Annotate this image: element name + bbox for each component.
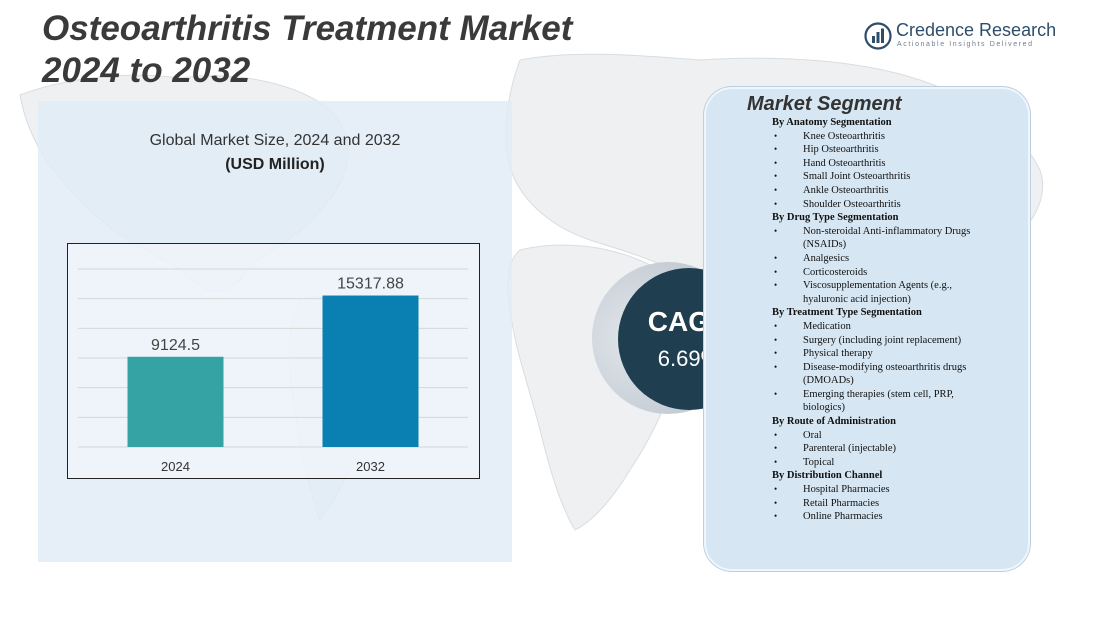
segment-heading: By Route of Administration — [772, 416, 896, 428]
segment-item: Hospital Pharmacies — [772, 483, 994, 497]
market-segment-panel: Market Segment By Anatomy Segmentation Kn… — [704, 87, 1030, 571]
segment-item: Disease-modifying osteoarthritis drugs (… — [772, 361, 994, 388]
bar-value-label: 15317.88 — [337, 276, 404, 293]
segment-item: Medication — [772, 320, 994, 334]
segment-item: Hand Osteoarthritis — [772, 157, 994, 171]
chart-title: Global Market Size, 2024 and 2032 — [149, 132, 401, 149]
segment-item: Retail Pharmacies — [772, 497, 994, 511]
segment-heading: By Drug Type Segmentation — [772, 212, 899, 224]
segment-item: Corticosteroids — [772, 266, 994, 280]
segment-item: Oral — [772, 429, 994, 443]
segment-title: Market Segment — [747, 93, 902, 115]
segment-item: Knee Osteoarthritis — [772, 130, 994, 144]
segment-heading: By Distribution Channel — [772, 470, 883, 482]
title-line-2: 2024 to 2032 — [42, 51, 251, 90]
title-line-1: Osteoarthritis Treatment Market — [42, 9, 573, 48]
x-tick-label: 2024 — [161, 459, 190, 474]
market-size-panel: Global Market Size, 2024 and 2032 (USD M… — [38, 101, 512, 562]
bar-2032 — [322, 295, 419, 447]
bar-chart-frame: 9124.5 2024 15317.88 2032 — [67, 243, 480, 479]
bar-value-label: 9124.5 — [151, 337, 200, 354]
segment-item: Topical — [772, 456, 994, 470]
segment-item: Shoulder Osteoarthritis — [772, 198, 994, 212]
segment-item: Emerging therapies (stem cell, PRP, biol… — [772, 388, 994, 415]
segment-list: By Anatomy Segmentation Knee Osteoarthrit… — [772, 116, 994, 524]
segment-item: Hip Osteoarthritis — [772, 143, 994, 157]
segment-item: Viscosupplementation Agents (e.g., hyalu… — [772, 279, 994, 306]
bar-chart: 9124.5 2024 15317.88 2032 — [78, 268, 468, 474]
bar-chart-logo-icon — [864, 22, 892, 50]
chart-unit: (USD Million) — [225, 156, 325, 173]
segment-item: Small Joint Osteoarthritis — [772, 170, 994, 184]
segment-heading: By Anatomy Segmentation — [772, 117, 892, 128]
x-tick-label: 2032 — [356, 459, 385, 474]
bar-2024 — [127, 356, 224, 447]
segment-item: Ankle Osteoarthritis — [772, 184, 994, 198]
logo-name: Credence Research — [896, 20, 1057, 40]
credence-research-logo: Credence Research Actionable Insights De… — [864, 20, 1057, 54]
segment-item: Parenteral (injectable) — [772, 442, 994, 456]
segment-item: Analgesics — [772, 252, 994, 266]
segment-item: Non-steroidal Anti-inflammatory Drugs (N… — [772, 225, 994, 252]
segment-heading: By Treatment Type Segmentation — [772, 307, 922, 319]
logo-tagline: Actionable Insights Delivered — [897, 41, 1034, 48]
segment-item: Online Pharmacies — [772, 510, 994, 524]
segment-item: Surgery (including joint replacement) — [772, 334, 994, 348]
segment-item: Physical therapy — [772, 347, 994, 361]
page-title: Osteoarthritis Treatment Market 2024 to … — [42, 8, 572, 92]
